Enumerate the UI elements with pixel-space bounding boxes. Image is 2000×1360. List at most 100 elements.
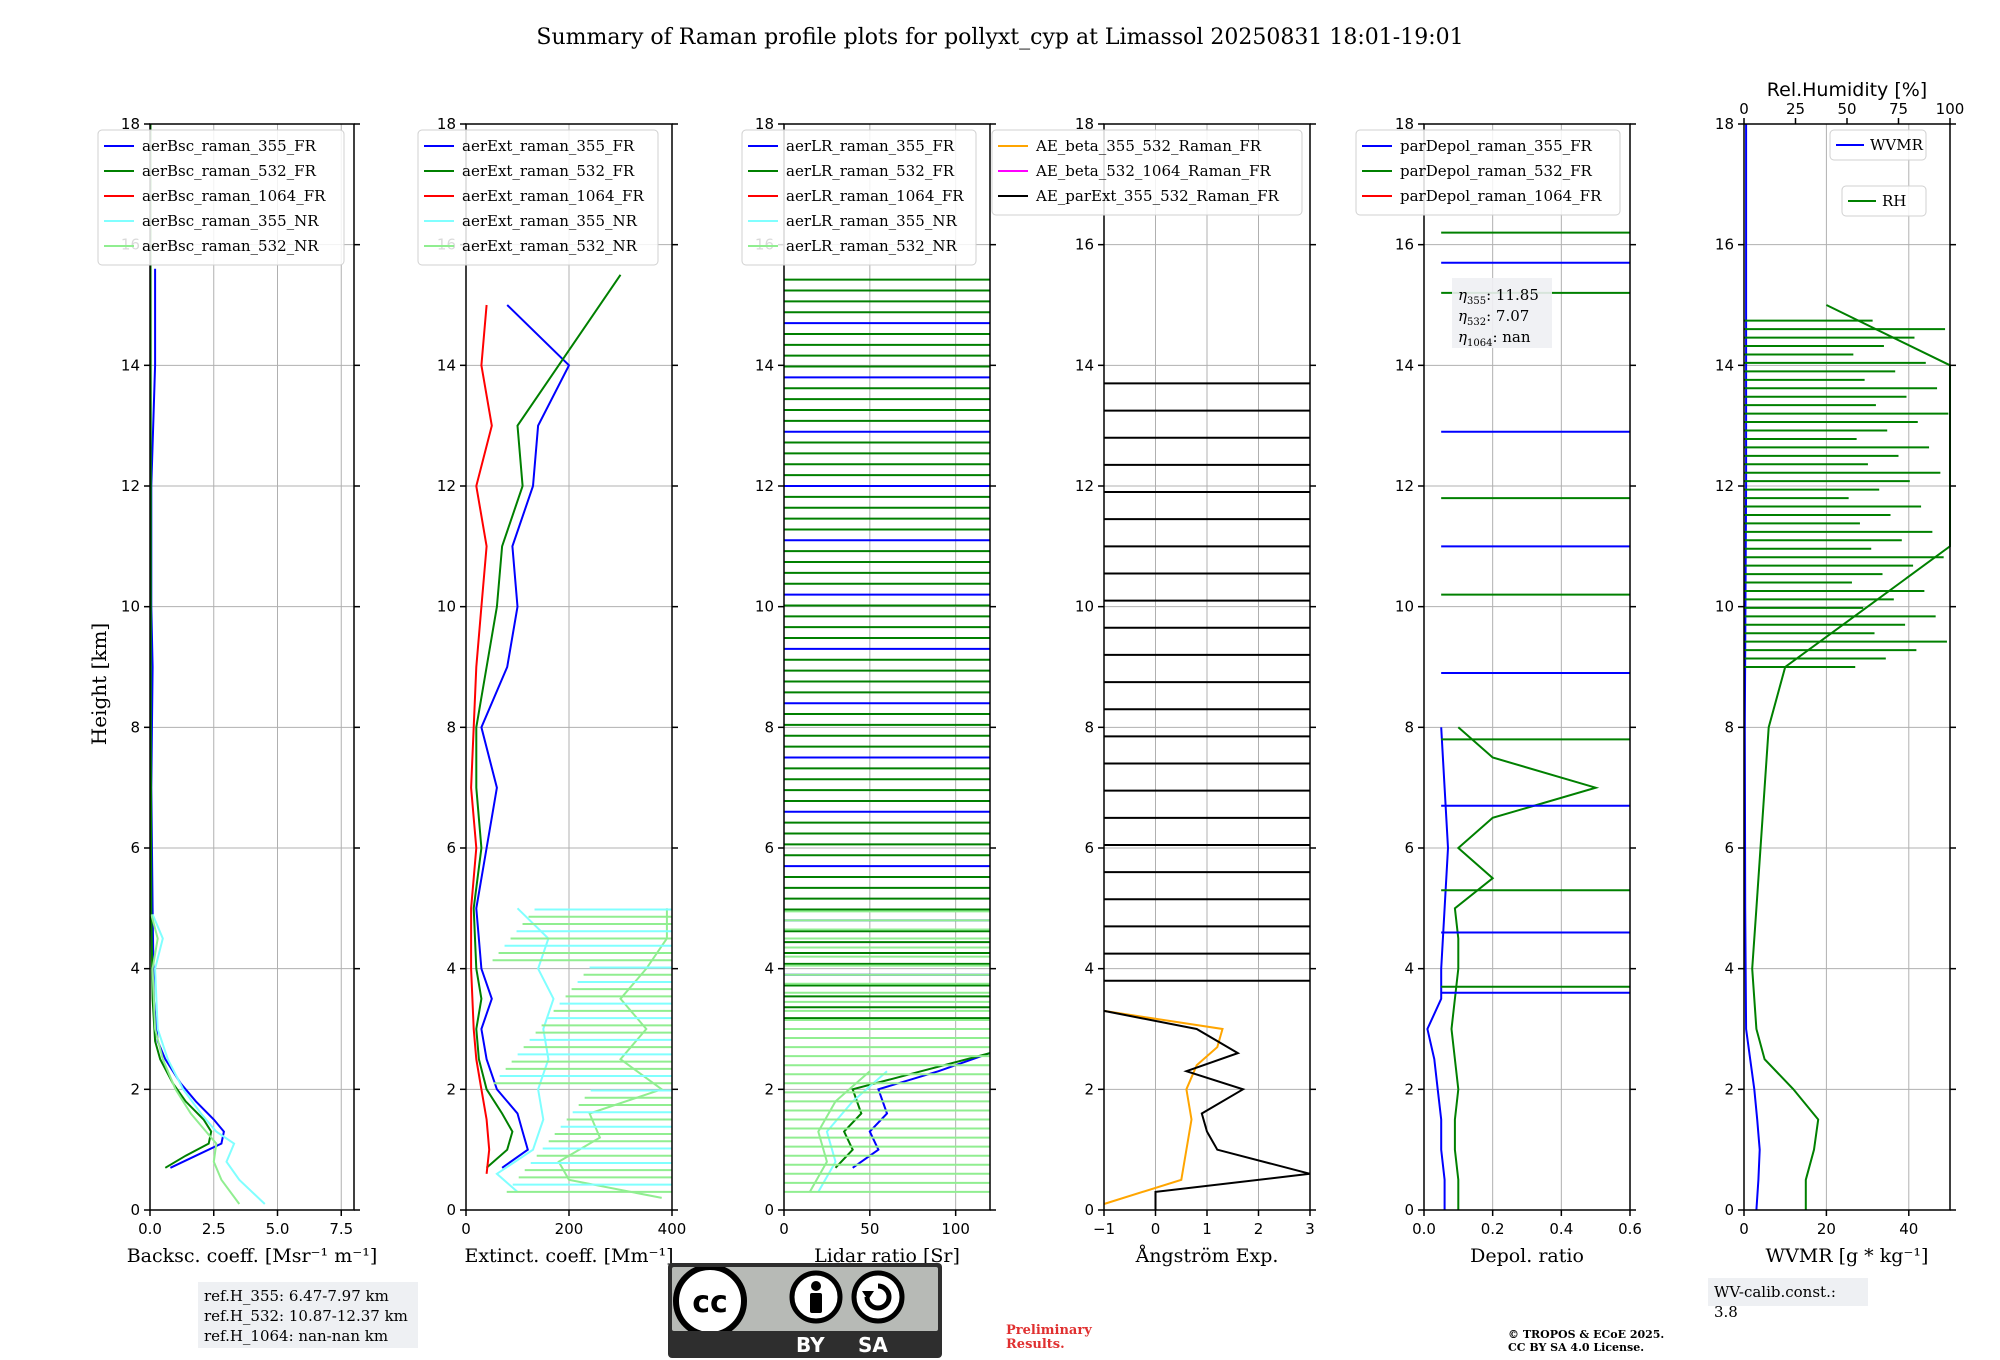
panel-lidar_ratio: 024681012141618050100Lidar ratio [Sr]aer… [741, 115, 996, 1267]
y-tick-label: 12 [437, 477, 456, 495]
y-tick-label: 18 [1075, 115, 1094, 133]
y-tick-label: 2 [1724, 1080, 1734, 1098]
y-tick-label: 14 [437, 356, 456, 374]
top-x-tick-label: 75 [1889, 100, 1908, 118]
x-tick-label: 0.6 [1618, 1220, 1642, 1238]
legend-label: aerExt_raman_532_FR [462, 162, 635, 180]
legend-box [97, 129, 345, 266]
eta-box [1452, 278, 1552, 348]
y-tick-label: 8 [1724, 718, 1734, 736]
series-aerExt_raman_355_NR [495, 907, 555, 1193]
y-tick-label: 12 [121, 477, 140, 495]
legend-label: aerBsc_raman_1064_FR [142, 187, 326, 205]
cc-badge-bottom: BY SA [668, 1333, 942, 1358]
y-tick-label: 0 [1724, 1201, 1734, 1219]
legend-box [1841, 185, 1927, 217]
by-person-body [810, 1293, 822, 1313]
y-tick-label: 10 [1395, 598, 1414, 616]
wv-calibration-box: WV-calib.const.: 3.8 [1708, 1278, 1868, 1321]
cc-badge-icons: cc [673, 1264, 905, 1338]
x-tick-label: 50 [860, 1220, 879, 1238]
legend-label: AE_beta_355_532_Raman_FR [1035, 137, 1262, 155]
reference-heights-box: ref.H_355: 6.47-7.97 km ref.H_532: 10.87… [198, 1282, 418, 1348]
legend-label: aerLR_raman_532_NR [786, 237, 957, 255]
legend-label: aerLR_raman_1064_FR [786, 187, 964, 205]
ref-height-532: ref.H_532: 10.87-12.37 km [204, 1307, 408, 1325]
series-RH [1751, 304, 1951, 1210]
series-aerLR_raman_532_NR [808, 1070, 871, 1193]
x-tick-label: 0 [1739, 1220, 1749, 1238]
sa-share-arc [864, 1283, 892, 1311]
series-parDepol_raman_355_FR [1426, 727, 1450, 1210]
series-aerLR_raman_355_NR [817, 1070, 888, 1193]
legend-label: WVMR [1870, 136, 1924, 154]
eta-subscript: 1064 [1467, 338, 1492, 349]
legend-label: AE_parExt_355_532_Raman_FR [1035, 187, 1280, 205]
y-tick-label: 18 [1715, 115, 1734, 133]
y-tick-label: 8 [1084, 718, 1094, 736]
series-parDepol_raman_532_FR [1450, 726, 1600, 1210]
legend-box [417, 129, 659, 266]
x-tick-label: 200 [555, 1220, 584, 1238]
copyright-line-2: CC BY SA 4.0 License. [1508, 1341, 1645, 1354]
y-tick-label: 6 [764, 839, 774, 857]
x-tick-label: 0.2 [1481, 1220, 1505, 1238]
y-tick-label: 2 [446, 1080, 456, 1098]
legend-label: aerLR_raman_532_FR [786, 162, 955, 180]
cc-license-badge: cc BY SA [668, 1263, 942, 1358]
y-tick-label: 8 [130, 718, 140, 736]
x-tick-label: 20 [1817, 1220, 1836, 1238]
y-tick-label: 4 [1404, 960, 1414, 978]
legend-box [1355, 129, 1621, 216]
x-axis-label: Ångström Exp. [1135, 1245, 1279, 1267]
y-tick-label: 6 [1724, 839, 1734, 857]
legend-box [1829, 129, 1927, 161]
y-tick-label: 8 [1404, 718, 1414, 736]
top-x-tick-label: 50 [1837, 100, 1856, 118]
y-tick-label: 14 [1075, 356, 1094, 374]
y-tick-label: 0 [1084, 1201, 1094, 1219]
legend-label: parDepol_raman_355_FR [1400, 137, 1593, 155]
eta-subscript: 532 [1467, 317, 1486, 328]
y-tick-label: 18 [1395, 115, 1414, 133]
y-tick-label: 12 [1395, 477, 1414, 495]
axes-frame [149, 123, 355, 1211]
by-person-head [811, 1281, 821, 1291]
legend-box [741, 129, 977, 266]
x-tick-label: 5.0 [266, 1220, 290, 1238]
legend-label: aerLR_raman_355_FR [786, 137, 955, 155]
y-tick-label: 18 [121, 115, 140, 133]
y-tick-label: 12 [755, 477, 774, 495]
series-aerExt_raman_532_FR [472, 274, 622, 1169]
y-tick-label: 8 [446, 718, 456, 736]
x-tick-label: 0.4 [1549, 1220, 1573, 1238]
series-aerBsc_raman_355_FR [150, 268, 225, 1169]
axes-frame [783, 123, 991, 1211]
y-tick-label: 16 [1075, 236, 1094, 254]
top-x-tick-label: 25 [1786, 100, 1805, 118]
y-tick-label: 8 [764, 718, 774, 736]
series-aerExt_raman_1064_FR [470, 304, 493, 1174]
top-x-axis-label: Rel.Humidity [%] [1767, 79, 1927, 101]
cc-badge-top: cc [672, 1264, 938, 1338]
y-tick-label: 0 [764, 1201, 774, 1219]
legend-label: aerBsc_raman_532_NR [142, 237, 319, 255]
x-tick-label: 40 [1899, 1220, 1918, 1238]
series-AE_parExt_355_532_Raman_FR [1103, 1009, 1311, 1210]
legend-label: AE_beta_532_1064_Raman_FR [1035, 162, 1271, 180]
x-tick-label: 7.5 [329, 1220, 353, 1238]
y-tick-label: 4 [446, 960, 456, 978]
series-aerExt_raman_355_FR [475, 304, 571, 1169]
sa-share-icon [851, 1270, 905, 1324]
copyright-line-1: © TROPOS & ECoE 2025. [1508, 1328, 1665, 1341]
top-x-tick-label: 100 [1936, 100, 1965, 118]
y-tick-label: 4 [1084, 960, 1094, 978]
legend-label: parDepol_raman_1064_FR [1400, 187, 1602, 205]
y-tick-label: 4 [764, 960, 774, 978]
ref-height-355: ref.H_355: 6.47-7.97 km [204, 1287, 389, 1305]
y-tick-label: 14 [755, 356, 774, 374]
series-AE_beta_355_532_Raman_FR [1103, 1009, 1224, 1205]
